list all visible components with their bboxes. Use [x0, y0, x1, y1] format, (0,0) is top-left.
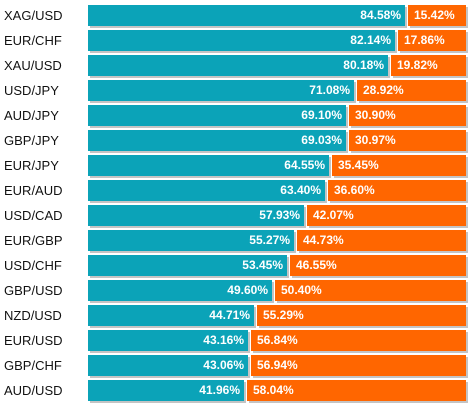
short-bar: 42.07% [307, 205, 466, 226]
bar-track: 43.16% 56.84% [88, 329, 466, 353]
long-bar: 53.45% [88, 255, 287, 276]
bar-track: 44.71% 55.29% [88, 304, 466, 328]
pair-row: GBP/JPY 69.03% 30.97% [0, 129, 471, 153]
pair-label: GBP/USD [4, 283, 63, 298]
long-bar: 71.08% [88, 80, 354, 101]
long-bar: 43.06% [88, 355, 248, 376]
bar-track: 64.55% 35.45% [88, 154, 466, 178]
bar-track: 69.03% 30.97% [88, 129, 466, 153]
bar-track: 53.45% 46.55% [88, 254, 466, 278]
bar-track: 41.96% 58.04% [88, 379, 466, 403]
bar-track: 80.18% 19.82% [88, 54, 466, 78]
long-bar: 49.60% [88, 280, 272, 301]
pair-label: EUR/CHF [4, 33, 62, 48]
long-bar: 64.55% [88, 155, 329, 176]
pair-label: USD/CAD [4, 208, 63, 223]
short-bar: 15.42% [408, 5, 466, 26]
bar-track: 84.58% 15.42% [88, 4, 466, 28]
pair-label: EUR/JPY [4, 158, 59, 173]
pair-label: USD/JPY [4, 83, 59, 98]
pair-row: EUR/AUD 63.40% 36.60% [0, 179, 471, 203]
bar-track: 55.27% 44.73% [88, 229, 466, 253]
long-bar: 69.03% [88, 130, 346, 151]
pair-label: USD/CHF [4, 258, 62, 273]
bar-track: 57.93% 42.07% [88, 204, 466, 228]
long-bar: 69.10% [88, 105, 346, 126]
pair-label: AUD/USD [4, 383, 63, 398]
pair-row: GBP/CHF 43.06% 56.94% [0, 354, 471, 378]
short-bar: 30.97% [349, 130, 466, 151]
short-bar: 50.40% [275, 280, 466, 301]
short-bar: 46.55% [290, 255, 466, 276]
pair-row: XAU/USD 80.18% 19.82% [0, 54, 471, 78]
pair-label: GBP/JPY [4, 133, 59, 148]
pair-label: EUR/AUD [4, 183, 63, 198]
short-bar: 19.82% [391, 55, 466, 76]
pair-row: USD/CHF 53.45% 46.55% [0, 254, 471, 278]
pair-label: XAU/USD [4, 58, 62, 73]
pair-row: AUD/JPY 69.10% 30.90% [0, 104, 471, 128]
pair-row: AUD/USD 41.96% 58.04% [0, 379, 471, 403]
short-bar: 58.04% [247, 380, 466, 401]
short-bar: 56.94% [251, 355, 466, 376]
pair-label: EUR/USD [4, 333, 63, 348]
pair-label: NZD/USD [4, 308, 62, 323]
long-bar: 55.27% [88, 230, 294, 251]
bar-track: 43.06% 56.94% [88, 354, 466, 378]
long-bar: 84.58% [88, 5, 405, 26]
pair-row: USD/CAD 57.93% 42.07% [0, 204, 471, 228]
bar-track: 69.10% 30.90% [88, 104, 466, 128]
pair-row: XAG/USD 84.58% 15.42% [0, 4, 471, 28]
long-bar: 82.14% [88, 30, 395, 51]
short-bar: 56.84% [251, 330, 466, 351]
pair-label: AUD/JPY [4, 108, 59, 123]
pair-row: EUR/GBP 55.27% 44.73% [0, 229, 471, 253]
pair-row: EUR/JPY 64.55% 35.45% [0, 154, 471, 178]
short-bar: 28.92% [357, 80, 466, 101]
long-bar: 43.16% [88, 330, 248, 351]
long-bar: 57.93% [88, 205, 304, 226]
pair-label: XAG/USD [4, 8, 63, 23]
bar-track: 71.08% 28.92% [88, 79, 466, 103]
bar-track: 49.60% 50.40% [88, 279, 466, 303]
pair-row: NZD/USD 44.71% 55.29% [0, 304, 471, 328]
pair-label: GBP/CHF [4, 358, 62, 373]
long-bar: 63.40% [88, 180, 325, 201]
pair-row: USD/JPY 71.08% 28.92% [0, 79, 471, 103]
long-bar: 41.96% [88, 380, 244, 401]
short-bar: 35.45% [332, 155, 466, 176]
bar-track: 82.14% 17.86% [88, 29, 466, 53]
short-bar: 44.73% [297, 230, 466, 251]
pair-row: EUR/CHF 82.14% 17.86% [0, 29, 471, 53]
pair-row: EUR/USD 43.16% 56.84% [0, 329, 471, 353]
short-bar: 30.90% [349, 105, 466, 126]
bar-track: 63.40% 36.60% [88, 179, 466, 203]
short-bar: 36.60% [328, 180, 466, 201]
long-bar: 44.71% [88, 305, 254, 326]
pair-label: EUR/GBP [4, 233, 63, 248]
short-bar: 17.86% [398, 30, 466, 51]
long-bar: 80.18% [88, 55, 388, 76]
pair-row: GBP/USD 49.60% 50.40% [0, 279, 471, 303]
short-bar: 55.29% [257, 305, 466, 326]
